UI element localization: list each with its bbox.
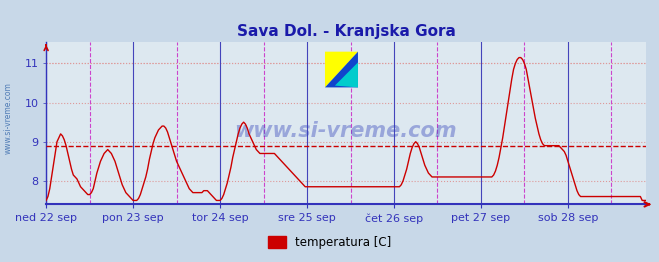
Legend: temperatura [C]: temperatura [C]	[263, 231, 396, 253]
Text: www.si-vreme.com: www.si-vreme.com	[3, 82, 13, 154]
Polygon shape	[325, 52, 358, 88]
Polygon shape	[325, 52, 358, 88]
Title: Sava Dol. - Kranjska Gora: Sava Dol. - Kranjska Gora	[237, 24, 455, 39]
Text: www.si-vreme.com: www.si-vreme.com	[235, 121, 457, 141]
Polygon shape	[335, 62, 358, 88]
